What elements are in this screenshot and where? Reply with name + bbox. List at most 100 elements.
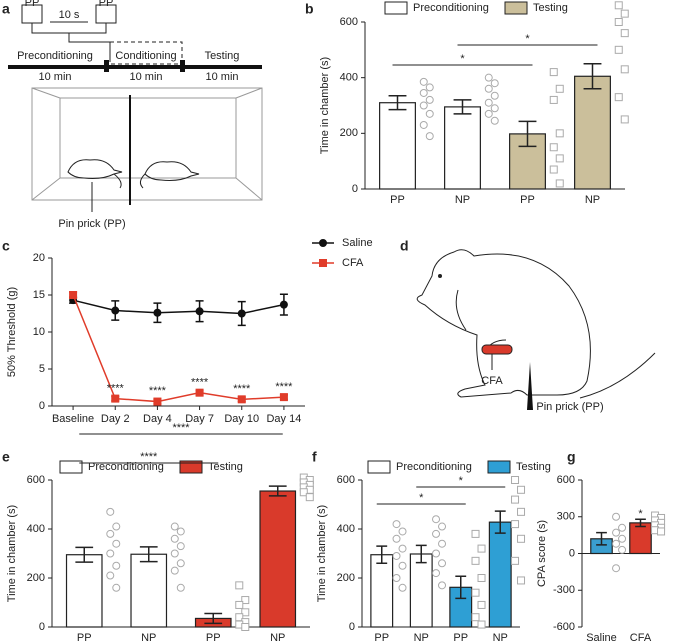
y-tick-label: 0	[569, 547, 575, 559]
y-tick-label: 400	[337, 523, 355, 535]
x-tick-label: NP	[455, 194, 470, 206]
point	[432, 515, 441, 524]
point	[555, 154, 564, 163]
significance: *	[638, 508, 643, 520]
point	[170, 549, 179, 558]
point	[112, 522, 121, 531]
point	[517, 534, 526, 543]
x-tick-label: NP	[493, 632, 508, 643]
point	[438, 581, 447, 590]
y-tick-label: 200	[340, 127, 358, 139]
error-bar	[494, 510, 506, 534]
point	[153, 397, 162, 406]
mouse	[67, 159, 123, 189]
error-bar	[596, 531, 607, 546]
point	[111, 394, 120, 403]
point	[490, 104, 499, 113]
point	[106, 571, 115, 580]
bar	[65, 554, 103, 628]
point	[618, 523, 627, 532]
y-tick-label: 600	[340, 16, 358, 28]
significance: ****	[172, 422, 190, 434]
point	[299, 488, 308, 497]
bar	[130, 553, 168, 628]
point	[419, 101, 428, 110]
point	[614, 18, 623, 26]
x-tick-label: Baseline	[52, 413, 94, 425]
significance: ****	[140, 451, 158, 463]
conditioning-box	[109, 41, 183, 65]
y-tick-label: 200	[337, 572, 355, 584]
significance: *	[460, 53, 465, 65]
pin	[527, 362, 533, 410]
error-bar	[415, 544, 427, 564]
point	[170, 566, 179, 575]
legend-label: Saline	[342, 237, 373, 249]
point	[112, 561, 121, 570]
legend-swatch	[59, 460, 83, 474]
stimulus-label: Pin prick (PP)	[536, 401, 603, 413]
error-bar	[455, 575, 467, 600]
y-tick-label: 600	[337, 474, 355, 486]
point	[517, 485, 526, 494]
panel-letter: c	[2, 238, 10, 254]
point	[241, 608, 250, 617]
point	[106, 507, 115, 516]
point	[425, 83, 434, 92]
point	[511, 520, 520, 529]
significance: ****	[149, 385, 167, 397]
point	[549, 143, 558, 152]
pp-label: PP	[99, 0, 114, 9]
point	[511, 476, 520, 484]
y-tick-label: 10	[33, 326, 45, 338]
legend-label: Preconditioning	[88, 461, 164, 473]
point	[112, 539, 121, 548]
point	[69, 291, 78, 299]
duration-label: 10 min	[205, 71, 238, 83]
point	[620, 115, 629, 124]
rat-outline	[416, 249, 656, 399]
bar	[574, 75, 611, 190]
point	[432, 529, 441, 538]
stimulus-label: Pin prick (PP)	[58, 218, 125, 230]
point	[195, 307, 204, 316]
point	[517, 507, 526, 516]
y-axis-label: 50% Threshold (g)	[6, 287, 18, 377]
duration-label: 10 min	[129, 71, 162, 83]
point	[618, 534, 627, 543]
point	[425, 132, 434, 141]
point	[511, 495, 520, 504]
point	[484, 98, 493, 107]
point	[555, 129, 564, 138]
y-tick-label: 0	[39, 400, 45, 412]
significance: ****	[107, 382, 125, 394]
point	[398, 527, 407, 536]
point	[484, 73, 493, 82]
point	[398, 583, 407, 592]
significance: ****	[191, 376, 209, 388]
mouse	[139, 161, 200, 189]
y-tick-label: 0	[352, 183, 358, 195]
panel-letter: e	[2, 449, 10, 465]
y-axis-label: Time in chamber (s)	[319, 57, 331, 154]
x-tick-label: PP	[374, 632, 389, 643]
point	[484, 84, 493, 93]
y-tick-label: 400	[340, 72, 358, 84]
point	[555, 84, 564, 93]
x-tick-label: PP	[390, 194, 405, 206]
point	[392, 534, 401, 543]
point	[614, 45, 623, 54]
point	[432, 549, 441, 558]
point	[484, 109, 493, 118]
line	[72, 294, 284, 403]
legend-label: Testing	[208, 461, 243, 473]
significance: *	[525, 33, 530, 45]
point	[471, 556, 480, 565]
x-tick-label: PP	[206, 632, 221, 643]
legend-swatch	[384, 1, 408, 15]
point	[279, 393, 288, 402]
pp-label: PP	[25, 0, 40, 9]
error-bar	[635, 518, 646, 528]
error-bar	[376, 545, 388, 565]
point	[176, 542, 185, 551]
